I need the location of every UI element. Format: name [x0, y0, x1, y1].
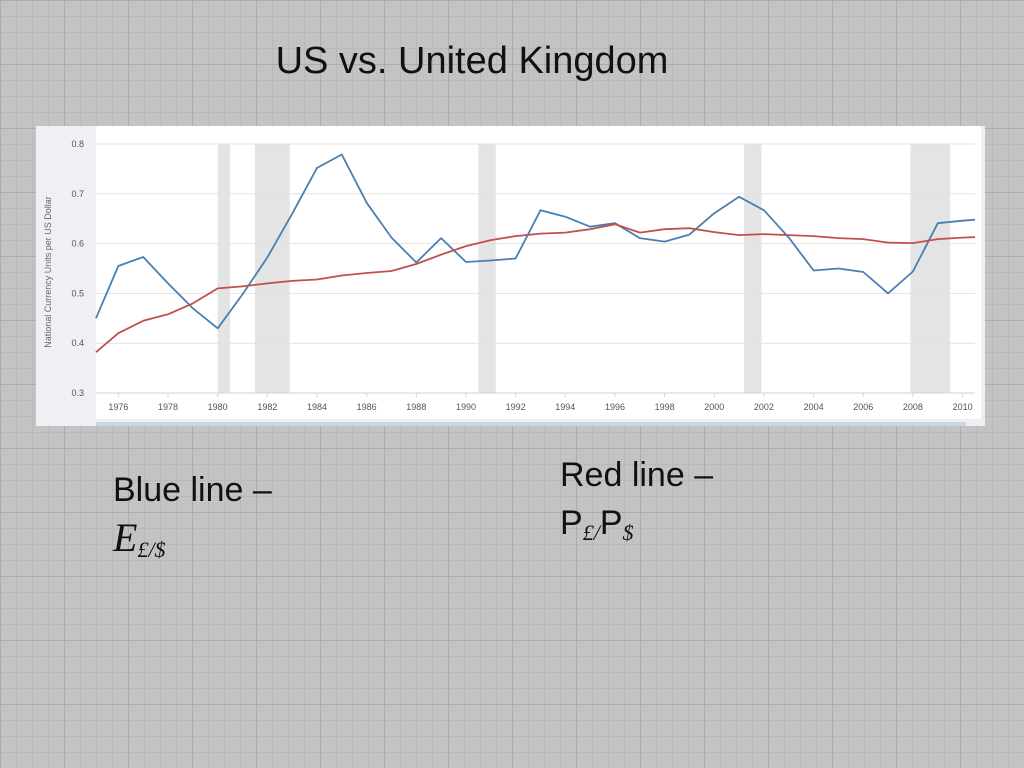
red-series-line — [95, 223, 976, 353]
x-tick-label: 2000 — [704, 402, 724, 412]
exchange-rate-letter: E — [113, 515, 138, 560]
price-uk: P — [560, 504, 583, 542]
recession-band — [744, 144, 762, 393]
x-tick-label: 2004 — [804, 402, 824, 412]
slide-title: US vs. United Kingdom — [275, 40, 669, 82]
x-tick-label: 1976 — [108, 402, 128, 412]
blue-line-label: Blue line – — [113, 471, 272, 509]
red-line-label: Red line – — [560, 456, 714, 494]
y-tick-label: 0.7 — [71, 189, 84, 199]
y-axis-label: National Currency Units per US Dollar — [43, 196, 53, 348]
x-tick-label: 2006 — [853, 402, 873, 412]
blue-series-line — [95, 153, 976, 330]
x-tick-label: 1996 — [605, 402, 625, 412]
chart-panel: 0.3 0.4 0.5 0.6 0.7 0.8 1976 1978 1980 1982 1984 19… — [36, 126, 985, 426]
y-tick-label: 0.5 — [71, 288, 84, 298]
x-tick-label: 1998 — [655, 402, 675, 412]
y-tick-label: 0.8 — [71, 139, 84, 149]
x-tick-label: 1994 — [555, 402, 575, 412]
x-tick-label: 1988 — [406, 402, 426, 412]
red-line-caption: Red line – P£/P$ — [560, 451, 713, 551]
x-tick-label: 1984 — [307, 402, 327, 412]
recession-band — [217, 144, 231, 393]
x-tick-label: 1982 — [257, 402, 277, 412]
scroll-strip[interactable] — [96, 422, 966, 426]
price-uk-subscript: £/ — [582, 520, 600, 545]
x-tick-label: 2010 — [953, 402, 973, 412]
x-tick-label: 2008 — [903, 402, 923, 412]
price-us: P — [599, 504, 623, 542]
x-tick-label: 2002 — [754, 402, 774, 412]
x-tick-label: 1990 — [456, 402, 476, 412]
y-tick-label: 0.4 — [71, 338, 84, 348]
price-us-subscript: $ — [622, 520, 634, 545]
exchange-rate-chart: 0.3 0.4 0.5 0.6 0.7 0.8 1976 1978 1980 1982 1984 19… — [36, 126, 985, 426]
blue-line-caption: Blue line – E£/$ — [113, 466, 272, 568]
x-tick-label: 1992 — [506, 402, 526, 412]
exchange-rate-subscript: £/$ — [137, 537, 166, 562]
y-tick-label: 0.6 — [71, 239, 84, 249]
exchange-rate-symbol: E£/$ — [113, 514, 272, 568]
recession-band — [910, 144, 951, 393]
y-tick-label: 0.3 — [71, 388, 84, 398]
x-tick-label: 1986 — [357, 402, 377, 412]
x-tick-label: 1980 — [208, 402, 228, 412]
x-tick-label: 1978 — [158, 402, 178, 412]
price-ratio-symbol: P£/P$ — [560, 499, 713, 551]
recession-band — [478, 144, 496, 393]
